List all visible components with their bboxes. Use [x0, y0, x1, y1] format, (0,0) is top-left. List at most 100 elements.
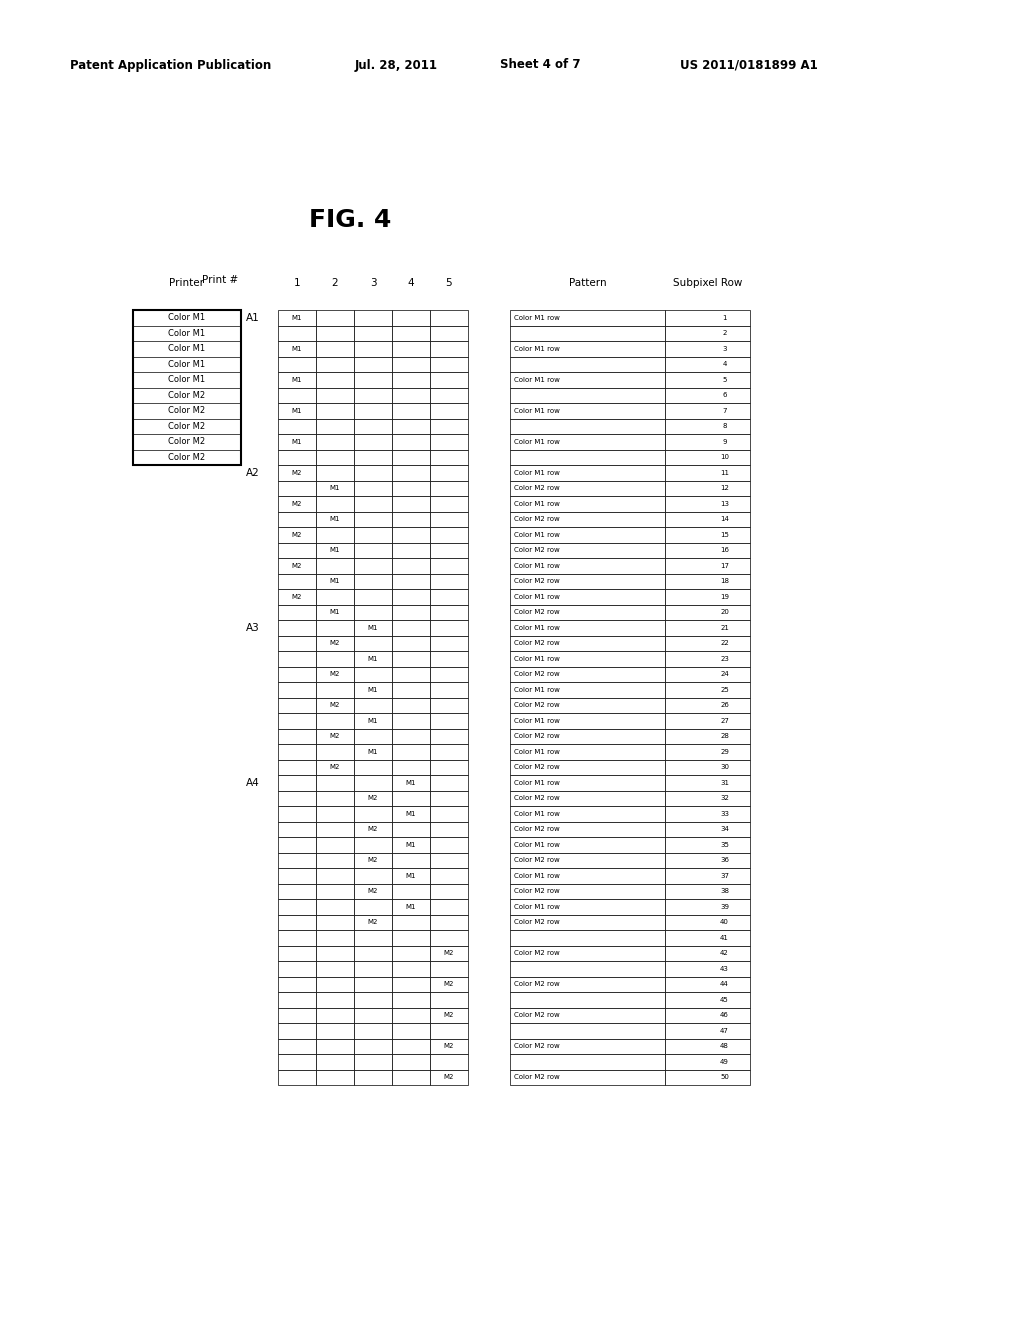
Text: 3: 3 [370, 279, 376, 288]
Bar [665, 651, 750, 667]
Text: Color M1 row: Color M1 row [514, 656, 560, 661]
Bar [278, 434, 316, 450]
Bar [278, 837, 316, 853]
Text: M2: M2 [292, 470, 302, 475]
Bar [665, 341, 750, 356]
Bar [316, 961, 354, 977]
Text: Subpixel Row: Subpixel Row [673, 279, 742, 288]
Bar [316, 465, 354, 480]
Text: M1: M1 [368, 686, 378, 693]
Bar [278, 388, 316, 403]
Bar [392, 945, 430, 961]
Bar [510, 729, 665, 744]
Bar [510, 961, 665, 977]
Bar [354, 961, 392, 977]
Bar [665, 558, 750, 573]
Text: 39: 39 [720, 904, 729, 909]
Text: M1: M1 [292, 346, 302, 351]
Bar [316, 620, 354, 635]
Bar [392, 434, 430, 450]
Bar [665, 450, 750, 465]
Bar [510, 372, 665, 388]
Bar [430, 326, 468, 341]
Bar [392, 573, 430, 589]
Bar [430, 1069, 468, 1085]
Bar [278, 403, 316, 418]
Text: 15: 15 [720, 532, 729, 537]
Bar [392, 418, 430, 434]
Bar [665, 496, 750, 511]
Bar [665, 883, 750, 899]
Text: Patent Application Publication: Patent Application Publication [70, 58, 271, 71]
Bar [510, 807, 665, 821]
Bar [430, 682, 468, 697]
Bar [430, 667, 468, 682]
Text: 35: 35 [720, 842, 729, 847]
Bar [316, 480, 354, 496]
Bar [665, 899, 750, 915]
Bar [278, 496, 316, 511]
Bar [392, 496, 430, 511]
Bar [354, 915, 392, 931]
Bar [278, 356, 316, 372]
Bar [278, 883, 316, 899]
Bar [665, 977, 750, 993]
Bar [392, 1069, 430, 1085]
Bar [354, 326, 392, 341]
Text: M1: M1 [368, 748, 378, 755]
Bar [430, 403, 468, 418]
Bar [510, 605, 665, 620]
Bar [392, 356, 430, 372]
Text: 46: 46 [720, 1012, 729, 1018]
Bar [278, 775, 316, 791]
Bar [354, 807, 392, 821]
Bar [278, 543, 316, 558]
Text: Color M1: Color M1 [168, 313, 206, 322]
Bar [278, 759, 316, 775]
Bar [510, 667, 665, 682]
Text: Color M1 row: Color M1 row [514, 470, 560, 475]
Bar [278, 899, 316, 915]
Text: Color M1 row: Color M1 row [514, 842, 560, 847]
Bar [430, 418, 468, 434]
Bar [665, 605, 750, 620]
Bar [392, 589, 430, 605]
Bar [430, 388, 468, 403]
Bar [354, 573, 392, 589]
Bar [510, 853, 665, 869]
Text: M2: M2 [368, 857, 378, 863]
Bar [665, 310, 750, 326]
Bar [430, 1039, 468, 1053]
Bar [510, 883, 665, 899]
Bar [510, 821, 665, 837]
Text: 32: 32 [720, 795, 729, 801]
Bar [278, 635, 316, 651]
Text: M2: M2 [330, 764, 340, 771]
Bar [665, 1069, 750, 1085]
Bar [354, 899, 392, 915]
Bar [392, 1053, 430, 1069]
Bar [510, 558, 665, 573]
Bar [354, 434, 392, 450]
Bar [392, 403, 430, 418]
Text: M1: M1 [406, 873, 416, 879]
Text: Color M1 row: Color M1 row [514, 810, 560, 817]
Bar [278, 744, 316, 759]
Text: M1: M1 [330, 516, 340, 523]
Text: 4: 4 [722, 362, 727, 367]
Bar [665, 356, 750, 372]
Bar [430, 853, 468, 869]
Bar [278, 821, 316, 837]
Bar [354, 729, 392, 744]
Text: Jul. 28, 2011: Jul. 28, 2011 [355, 58, 438, 71]
Bar [278, 527, 316, 543]
Bar [316, 993, 354, 1007]
Bar [665, 527, 750, 543]
Bar [510, 697, 665, 713]
Text: Color M2 row: Color M2 row [514, 764, 560, 771]
Text: Color M1 row: Color M1 row [514, 408, 560, 413]
Bar [316, 326, 354, 341]
Text: Color M1: Color M1 [168, 345, 206, 354]
Bar [392, 931, 430, 945]
Bar [354, 1039, 392, 1053]
